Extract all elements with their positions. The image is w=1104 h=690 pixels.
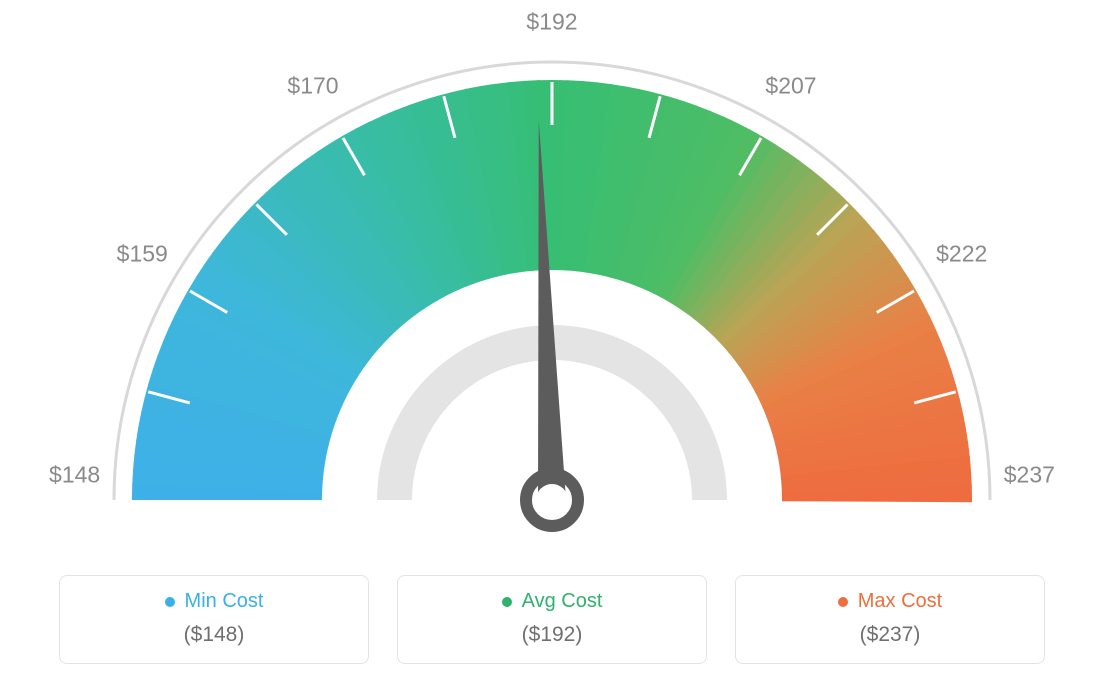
legend-label-avg: Avg Cost (502, 590, 603, 613)
chart-container: $148 $159 $170 $192 $207 $222 $237 Min Cost ($… (0, 0, 1104, 690)
legend-value-min: ($148) (60, 623, 368, 647)
legend-dot-avg (502, 597, 512, 607)
legend-dot-min (165, 597, 175, 607)
gauge-tick-label: $159 (117, 240, 168, 267)
legend-label-text-avg: Avg Cost (522, 590, 603, 613)
legend-card-min: Min Cost ($148) (59, 575, 369, 664)
legend-label-text-min: Min Cost (185, 590, 264, 613)
gauge-tick-label: $237 (1004, 461, 1055, 488)
legend-card-avg: Avg Cost ($192) (397, 575, 707, 664)
gauge-tick-label: $170 (287, 73, 338, 100)
legend-row: Min Cost ($148) Avg Cost ($192) Max Cost… (0, 575, 1104, 664)
legend-label-max: Max Cost (838, 590, 942, 613)
legend-value-avg: ($192) (398, 623, 706, 647)
gauge-svg (0, 0, 1104, 560)
gauge-area: $148 $159 $170 $192 $207 $222 $237 (0, 0, 1104, 560)
legend-label-text-max: Max Cost (858, 590, 942, 613)
gauge-tick-label: $148 (49, 461, 100, 488)
legend-label-min: Min Cost (165, 590, 264, 613)
legend-value-max: ($237) (736, 623, 1044, 647)
gauge-tick-label: $207 (765, 73, 816, 100)
gauge-tick-label: $222 (936, 240, 987, 267)
legend-card-max: Max Cost ($237) (735, 575, 1045, 664)
gauge-tick-label: $192 (526, 9, 577, 36)
legend-dot-max (838, 597, 848, 607)
